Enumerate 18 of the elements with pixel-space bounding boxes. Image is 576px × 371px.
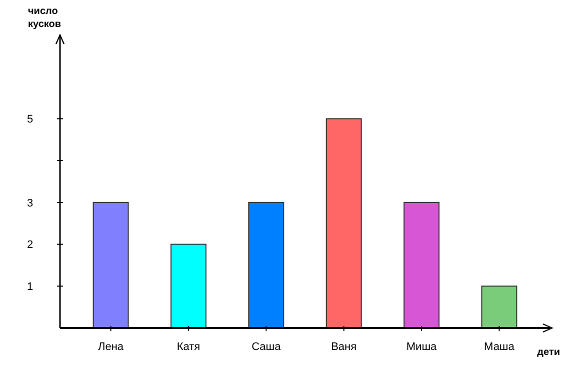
- x-tick-label: Ваня: [331, 341, 357, 353]
- bar: [92, 202, 129, 328]
- y-tick-label: 3: [26, 197, 34, 210]
- x-tick-label: Миша: [406, 341, 438, 353]
- y-axis-title: число кусков: [28, 6, 62, 30]
- bar: [404, 202, 440, 328]
- bar: [170, 244, 206, 328]
- y-tick-label: 5: [26, 114, 34, 126]
- x-tick-label: Маша: [484, 341, 516, 353]
- y-tick-label: 1: [26, 280, 34, 293]
- x-tick-label: Лена: [98, 341, 124, 353]
- x-axis-title: дети: [537, 347, 560, 358]
- bar: [326, 118, 362, 328]
- x-tick-label: Катя: [176, 341, 200, 353]
- x-tick-label: Саша: [252, 341, 282, 353]
- bar: [248, 202, 284, 328]
- y-tick-label: 2: [26, 239, 34, 252]
- bar: [481, 286, 518, 328]
